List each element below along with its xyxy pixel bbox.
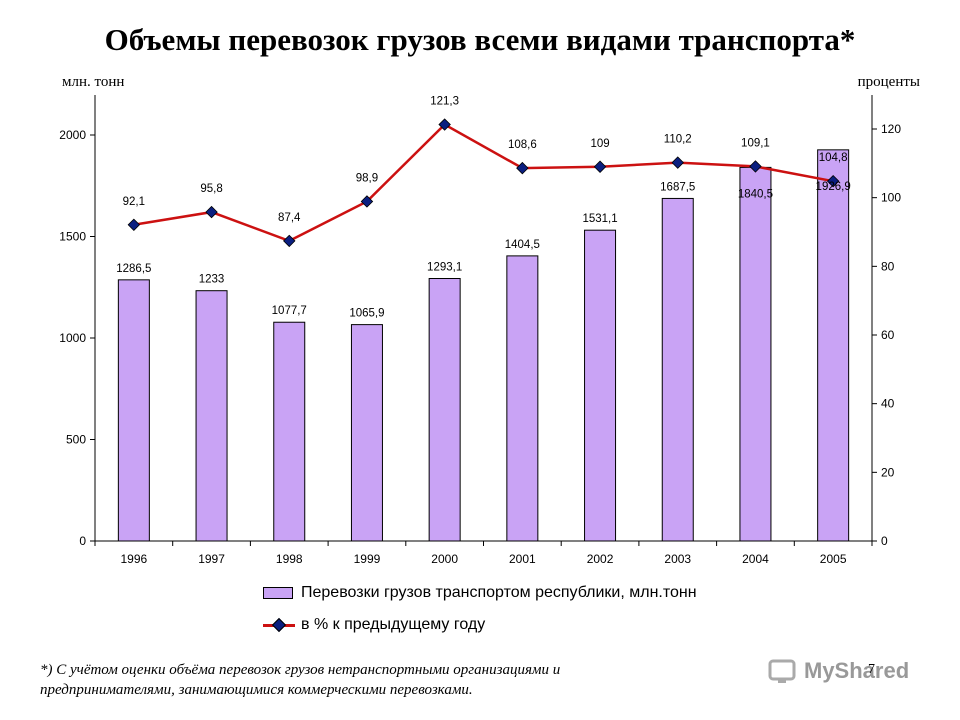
x-tick-label: 2004 <box>742 552 769 566</box>
line-marker <box>593 160 607 173</box>
y-left-tick-label: 1500 <box>59 230 86 244</box>
y-right-tick-label: 20 <box>881 465 895 479</box>
bar-data-label: 1404,5 <box>505 239 540 251</box>
y-right-tick-label: 0 <box>881 534 888 548</box>
bar-data-label: 1233 <box>199 274 225 286</box>
line-data-label: 87,4 <box>278 212 301 224</box>
footnote-line-1: *) С учётом оценки объёма перевозок груз… <box>40 662 561 678</box>
line-data-label: 121,3 <box>430 96 459 108</box>
bar-data-label: 1293,1 <box>427 262 462 274</box>
legend-item-line: в % к предыдущему году <box>263 614 697 636</box>
y-right-tick-label: 120 <box>881 122 901 136</box>
line-data-label: 108,6 <box>508 139 537 151</box>
watermark-logo-icon <box>768 659 796 683</box>
x-tick-label: 2001 <box>509 552 536 566</box>
y-right-tick-label: 60 <box>881 328 895 342</box>
y-right-tick-label: 40 <box>881 397 895 411</box>
y-left-tick-label: 2000 <box>59 128 86 142</box>
legend-line-label: в % к предыдущему году <box>301 616 486 633</box>
line-marker <box>826 174 840 188</box>
y-left-tick-label: 1000 <box>59 331 86 345</box>
bar <box>506 255 539 542</box>
bar-data-label: 1065,9 <box>349 308 384 320</box>
bar <box>195 290 228 542</box>
bar-data-label: 1077,7 <box>272 305 307 317</box>
bar-data-label: 1840,5 <box>738 188 773 200</box>
footnote: *) С учётом оценки объёма перевозок груз… <box>40 660 720 700</box>
bar-data-label: 1687,5 <box>660 181 695 193</box>
line-marker <box>127 218 141 232</box>
legend-bars-label: Перевозки грузов транспортом республики,… <box>301 584 697 601</box>
line-marker <box>283 234 296 248</box>
line-marker <box>749 160 762 173</box>
bar <box>350 324 383 542</box>
right-axis-unit: проценты <box>857 74 920 90</box>
legend-item-bars: Перевозки грузов транспортом республики,… <box>263 582 697 604</box>
x-tick-label: 1998 <box>276 552 303 566</box>
x-tick-label: 2003 <box>664 552 691 566</box>
line-data-label: 104,8 <box>819 152 848 164</box>
line-series <box>133 122 834 243</box>
legend-line-swatch <box>263 617 295 633</box>
line-marker <box>360 195 374 208</box>
line-data-label: 110,2 <box>664 134 692 146</box>
watermark-text: MyShared <box>804 658 910 683</box>
left-axis-unit: млн. тонн <box>62 74 125 90</box>
x-tick-label: 1996 <box>120 552 147 566</box>
legend-bar-swatch <box>263 587 293 599</box>
bar <box>739 166 772 542</box>
y-left-tick-label: 500 <box>66 433 86 447</box>
bar-data-label: 1926,9 <box>816 181 851 193</box>
line-marker <box>205 205 218 219</box>
bar <box>117 279 150 542</box>
bar <box>273 321 306 542</box>
y-left-tick-label: 0 <box>79 534 86 548</box>
line-data-label: 109 <box>590 138 609 150</box>
footnote-line-2: предпринимателями, занимающимися коммерч… <box>40 682 473 698</box>
chart-legend: Перевозки грузов транспортом республики,… <box>263 582 697 646</box>
bar-data-label: 1286,5 <box>116 263 151 275</box>
y-right-tick-label: 80 <box>881 259 895 273</box>
line-marker <box>671 156 684 169</box>
x-tick-label: 1997 <box>198 552 225 566</box>
page-number: 7 <box>868 662 875 677</box>
x-tick-label: 1999 <box>354 552 381 566</box>
line-marker <box>516 161 529 175</box>
line-data-label: 92,1 <box>123 196 145 208</box>
bar <box>428 278 461 542</box>
line-data-label: 98,9 <box>356 172 378 184</box>
chart-title: Объемы перевозок грузов всеми видами тра… <box>104 22 856 57</box>
x-tick-label: 2005 <box>820 552 847 566</box>
line-marker <box>438 118 451 131</box>
bar <box>817 149 850 542</box>
line-data-label: 109,1 <box>741 137 770 149</box>
bar <box>661 197 694 542</box>
bar-data-label: 1531,1 <box>582 213 617 225</box>
x-tick-label: 2002 <box>587 552 614 566</box>
bar <box>584 229 617 542</box>
x-tick-label: 2000 <box>431 552 458 566</box>
line-data-label: 95,8 <box>200 183 222 195</box>
watermark: MyShared <box>768 658 909 684</box>
y-right-tick-label: 100 <box>881 191 901 205</box>
